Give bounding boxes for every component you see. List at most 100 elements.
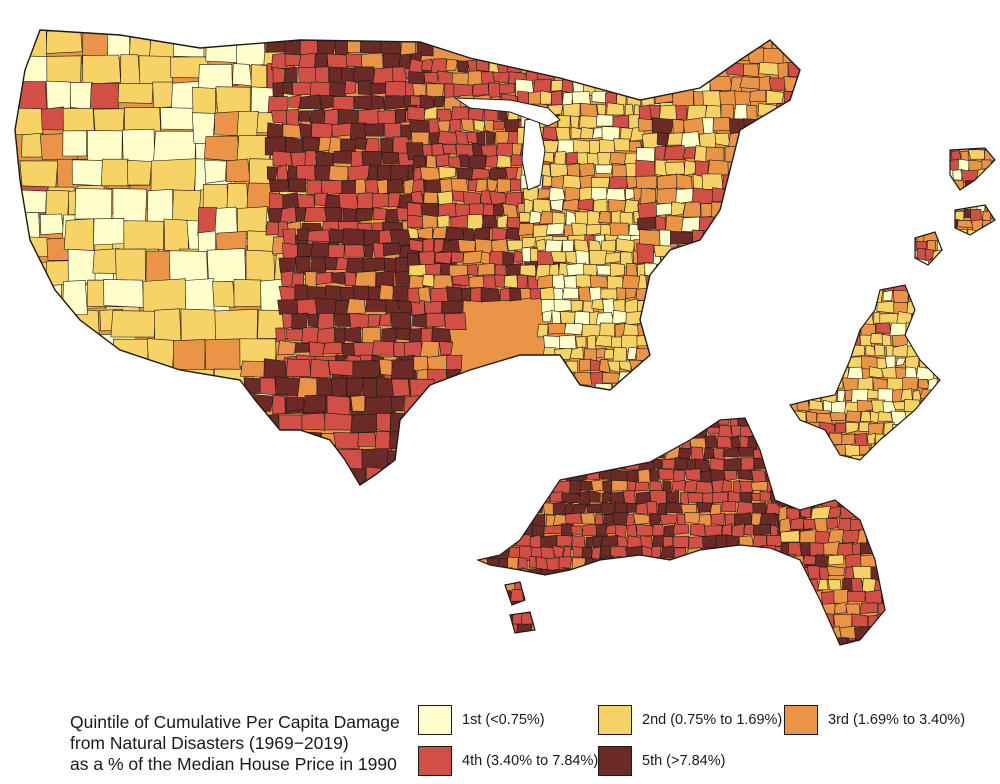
- county-cell: [274, 376, 300, 397]
- county-cell: [518, 58, 535, 71]
- county-cell: [570, 126, 582, 140]
- county-cell: [378, 358, 393, 376]
- county-cell: [915, 209, 921, 223]
- county-cell: [903, 200, 912, 214]
- county-cell: [791, 589, 807, 606]
- county-cell: [654, 622, 670, 637]
- county-cell: [92, 218, 125, 246]
- county-cell: [521, 246, 533, 263]
- county-cell: [635, 175, 658, 189]
- county-cell: [302, 394, 326, 414]
- county-cell: [655, 435, 673, 450]
- county-cell: [727, 556, 743, 572]
- county-cell: [288, 178, 307, 193]
- county-cell: [478, 436, 487, 452]
- county-cell: [586, 611, 599, 624]
- county-cell: [666, 612, 676, 626]
- county-cell: [729, 48, 750, 61]
- county-cell: [924, 432, 940, 448]
- county-cell: [624, 298, 639, 314]
- county-cell: [540, 480, 557, 490]
- county-cell: [548, 447, 561, 459]
- county-cell: [581, 523, 598, 537]
- county-cell: [766, 481, 781, 494]
- county-cell: [652, 299, 668, 314]
- county-cell: [830, 400, 847, 415]
- county-cell: [940, 250, 951, 263]
- county-cell: [652, 418, 666, 430]
- county-cell: [655, 215, 667, 231]
- county-cell: [571, 437, 586, 453]
- county-cell: [313, 448, 339, 469]
- county-cell: [391, 378, 410, 397]
- county-cell: [948, 229, 955, 240]
- county-cell: [806, 637, 825, 645]
- county-cell: [827, 505, 842, 519]
- county-cell: [236, 395, 254, 413]
- county-cell: [731, 601, 747, 613]
- county-cell: [840, 290, 853, 305]
- county-cell: [651, 287, 663, 302]
- county-cell: [679, 35, 696, 50]
- county-cell: [768, 77, 786, 91]
- county-cell: [781, 601, 796, 620]
- county-cell: [585, 447, 598, 461]
- county-cell: [523, 424, 542, 441]
- county-cell: [642, 360, 656, 373]
- county-cell: [952, 189, 964, 204]
- county-cell: [915, 366, 935, 381]
- county-cell: [581, 546, 593, 560]
- county-cell: [571, 557, 587, 571]
- county-cell: [881, 519, 885, 533]
- county-cell: [773, 426, 789, 439]
- county-cell: [365, 298, 388, 312]
- county-cell: [322, 341, 343, 355]
- county-cell: [917, 421, 930, 438]
- county-cell: [877, 411, 893, 422]
- county-cell: [991, 258, 995, 265]
- county-cell: [673, 634, 684, 645]
- county-cell: [478, 578, 492, 594]
- county-cell: [658, 600, 672, 614]
- county-cell: [451, 251, 464, 264]
- county-cell: [311, 122, 334, 139]
- county-cell: [819, 626, 833, 641]
- county-cell: [774, 459, 786, 475]
- county-cell: [582, 600, 602, 616]
- county-cell: [793, 229, 800, 245]
- county-cell: [297, 486, 322, 506]
- region-gulf-coast-inset: [478, 418, 817, 645]
- county-cell: [574, 425, 593, 441]
- county-cell: [677, 62, 694, 80]
- county-cell: [827, 578, 842, 592]
- county-cell: [675, 105, 688, 120]
- county-cell: [785, 425, 801, 440]
- county-cell: [542, 346, 557, 360]
- county-cell: [936, 285, 940, 294]
- county-cell: [613, 557, 627, 569]
- county-cell: [623, 556, 636, 571]
- county-cell: [89, 82, 121, 109]
- county-cell: [660, 545, 676, 559]
- county-cell: [794, 289, 810, 305]
- county-cell: [528, 556, 537, 568]
- northeast-inset-outline: [914, 147, 996, 266]
- county-cell: [676, 383, 689, 398]
- county-cell: [380, 137, 394, 154]
- county-cell: [509, 424, 525, 435]
- county-cell: [600, 239, 616, 252]
- county-cell: [750, 231, 763, 251]
- county-cell: [383, 123, 402, 139]
- county-cell: [268, 179, 290, 193]
- county-cell: [751, 622, 764, 637]
- county-cell: [611, 336, 623, 349]
- county-cell: [372, 340, 395, 356]
- county-cell: [746, 633, 763, 645]
- county-cell: [292, 82, 313, 96]
- county-cell: [301, 412, 327, 431]
- county-cell: [878, 602, 885, 616]
- county-cell: [665, 623, 681, 639]
- county-cell: [364, 244, 374, 259]
- county-cell: [652, 312, 670, 326]
- county-cell: [851, 289, 867, 301]
